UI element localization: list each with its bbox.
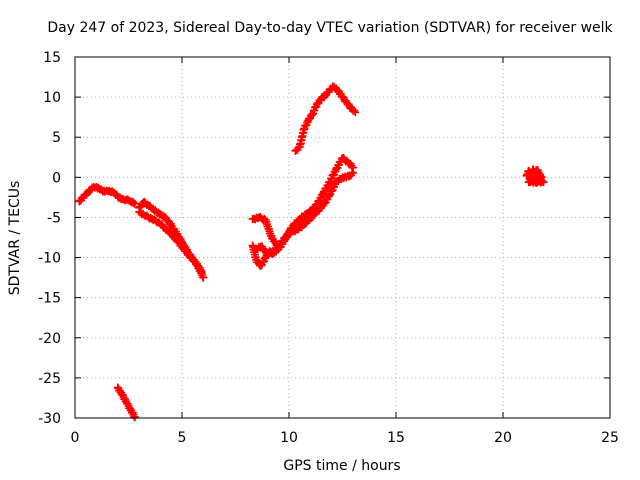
gridlines <box>75 57 610 418</box>
data-point <box>325 167 340 187</box>
y-tick-label: 0 <box>52 170 61 186</box>
data-point <box>332 174 346 187</box>
plot-frame <box>74 56 611 419</box>
series-track-h <box>291 82 360 155</box>
data-point <box>197 267 206 276</box>
y-tick-label: 10 <box>43 90 61 106</box>
series-track-i <box>522 165 548 188</box>
data-point <box>257 254 269 270</box>
data-point <box>351 108 360 117</box>
data-point <box>349 168 358 177</box>
y-tick-label: 5 <box>52 130 61 146</box>
x-tick-label: 0 <box>71 430 80 446</box>
chart-title: Day 247 of 2023, Sidereal Day-to-day VTE… <box>47 20 613 36</box>
data-point <box>255 213 269 224</box>
data-point <box>199 273 208 282</box>
data-point <box>130 413 139 422</box>
series-track-d <box>113 383 139 422</box>
y-tick-label: -20 <box>38 331 61 347</box>
x-tick-label: 15 <box>387 430 405 446</box>
x-axis-label: GPS time / hours <box>283 458 400 474</box>
axis-ticks <box>74 56 611 419</box>
data-point <box>299 216 314 229</box>
y-tick-label: -15 <box>38 291 61 307</box>
data-point <box>321 198 330 207</box>
y-tick-label: -30 <box>38 411 61 427</box>
series-track-c <box>135 207 206 276</box>
data-point <box>304 111 316 125</box>
x-tick-labels: 0 5 10 15 20 25 <box>71 430 619 446</box>
y-tick-label: -25 <box>38 371 61 387</box>
y-tick-label: -5 <box>47 210 61 226</box>
data-points <box>75 82 548 422</box>
y-tick-label: -10 <box>38 251 61 267</box>
data-point <box>537 173 546 182</box>
series-track-f <box>248 168 358 252</box>
series-track-b <box>135 197 208 282</box>
y-tick-label: 15 <box>43 50 61 66</box>
data-point <box>130 199 139 208</box>
data-point <box>282 223 297 240</box>
x-tick-label: 10 <box>280 430 298 446</box>
x-tick-label: 5 <box>178 430 187 446</box>
x-tick-label: 25 <box>601 430 619 446</box>
series-track-g <box>250 198 330 259</box>
x-tick-label: 20 <box>494 430 512 446</box>
series-track-a <box>75 182 139 208</box>
y-axis-label: SDTVAR / TECUs <box>7 181 23 296</box>
y-tick-labels: -30 -25 -20 -15 -10 -5 0 5 10 15 <box>38 50 61 427</box>
